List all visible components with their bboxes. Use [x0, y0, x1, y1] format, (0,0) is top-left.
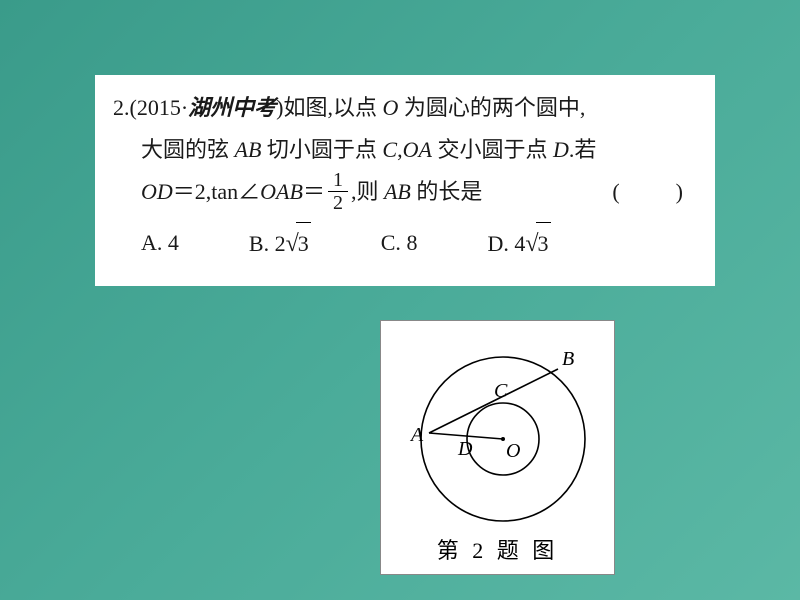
source-name: 湖州中考 — [188, 95, 276, 120]
text-2a: 大圆的弦 — [141, 137, 235, 162]
opt-d-label: D. — [487, 231, 514, 256]
fraction: 12 — [328, 169, 348, 214]
label-A: A — [409, 424, 424, 446]
label-O: O — [506, 440, 520, 462]
var-D: D — [553, 137, 569, 162]
var-C: C — [382, 137, 397, 162]
problem-line-1: 2.(2015·湖州中考)如图,以点 O 为圆心的两个圆中, — [113, 87, 697, 129]
source-prefix: (2015· — [130, 95, 189, 120]
opt-c-label: C. — [381, 230, 407, 255]
option-d: D. 4√3 — [487, 222, 550, 268]
var-OD: OD — [141, 179, 173, 204]
opt-d-rad: 3 — [536, 222, 551, 265]
var-OAB: OAB — [260, 179, 303, 204]
sqrt-b: √3 — [286, 222, 311, 268]
options-row: A. 4 B. 2√3 C. 8 D. 4√3 — [113, 222, 697, 268]
frac-num: 1 — [328, 169, 348, 192]
opt-b-rad: 3 — [296, 222, 311, 265]
var-AB2: AB — [384, 179, 411, 204]
eq-text: ＝2,tan∠ — [173, 179, 260, 204]
label-C: C — [494, 380, 508, 402]
text-2b: 切小圆于点 — [261, 137, 382, 162]
answer-paren: ( ) — [612, 171, 687, 213]
opt-c-val: 8 — [406, 230, 417, 255]
option-a: A. 4 — [141, 222, 179, 268]
opt-b-coef: 2 — [275, 231, 286, 256]
label-D: D — [457, 438, 473, 460]
opt-d-coef: 4 — [514, 231, 525, 256]
var-AB: AB — [235, 137, 262, 162]
problem-text-panel: 2.(2015·湖州中考)如图,以点 O 为圆心的两个圆中, 大圆的弦 AB 切… — [95, 75, 715, 286]
problem-number: 2. — [113, 95, 130, 120]
figure-panel: A B C D O 第 2 题 图 — [380, 320, 615, 575]
label-B: B — [562, 348, 574, 370]
text-3c: 的长是 — [411, 179, 483, 204]
center-point — [501, 437, 505, 441]
geometry-diagram: A B C D O — [388, 329, 608, 529]
var-OA: OA — [403, 137, 432, 162]
option-c: C. 8 — [381, 222, 418, 268]
opt-a-label: A. — [141, 230, 168, 255]
opt-b-label: B. — [249, 231, 275, 256]
text-3b: ,则 — [351, 179, 384, 204]
text-1a: 如图,以点 — [284, 95, 383, 120]
figure-caption: 第 2 题 图 — [437, 533, 559, 565]
problem-line-2: 大圆的弦 AB 切小圆于点 C,OA 交小圆于点 D.若 — [113, 129, 697, 171]
text-1b: 为圆心的两个圆中, — [398, 95, 585, 120]
var-O: O — [383, 95, 399, 120]
problem-line-3: OD＝2,tan∠OAB＝12,则 AB 的长是 ( ) — [113, 171, 697, 216]
eq2-text: ＝ — [303, 179, 325, 204]
opt-a-val: 4 — [168, 230, 179, 255]
source-suffix: ) — [276, 95, 283, 120]
sqrt-d: √3 — [525, 222, 550, 268]
option-b: B. 2√3 — [249, 222, 311, 268]
text-2e: .若 — [569, 137, 597, 162]
frac-den: 2 — [328, 192, 348, 214]
text-2d: 交小圆于点 — [432, 137, 553, 162]
